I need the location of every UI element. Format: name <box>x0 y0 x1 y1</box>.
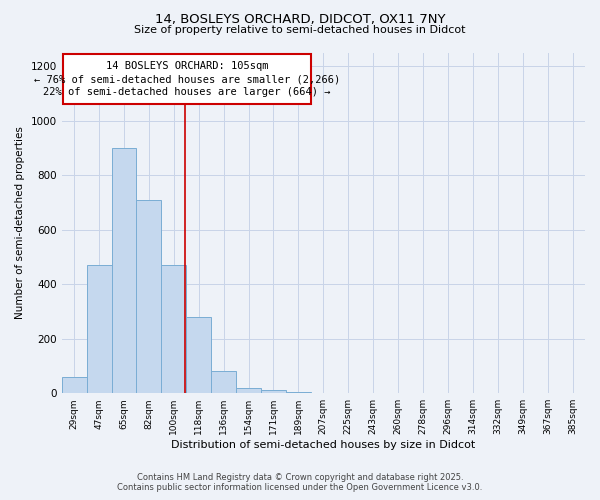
Text: 14 BOSLEYS ORCHARD: 105sqm: 14 BOSLEYS ORCHARD: 105sqm <box>106 62 268 72</box>
Bar <box>62 377 86 393</box>
Y-axis label: Number of semi-detached properties: Number of semi-detached properties <box>15 126 25 320</box>
Text: Size of property relative to semi-detached houses in Didcot: Size of property relative to semi-detach… <box>134 25 466 35</box>
Bar <box>136 200 161 393</box>
FancyBboxPatch shape <box>63 54 311 104</box>
Bar <box>112 148 136 393</box>
Bar <box>211 372 236 393</box>
Text: 22% of semi-detached houses are larger (664) →: 22% of semi-detached houses are larger (… <box>43 86 331 97</box>
Bar <box>161 265 186 393</box>
Bar <box>261 390 286 393</box>
Text: Contains HM Land Registry data © Crown copyright and database right 2025.
Contai: Contains HM Land Registry data © Crown c… <box>118 473 482 492</box>
X-axis label: Distribution of semi-detached houses by size in Didcot: Distribution of semi-detached houses by … <box>171 440 475 450</box>
Text: 14, BOSLEYS ORCHARD, DIDCOT, OX11 7NY: 14, BOSLEYS ORCHARD, DIDCOT, OX11 7NY <box>155 12 445 26</box>
Bar <box>236 388 261 393</box>
Text: ← 76% of semi-detached houses are smaller (2,266): ← 76% of semi-detached houses are smalle… <box>34 74 340 84</box>
Bar <box>286 392 311 393</box>
Bar <box>86 265 112 393</box>
Bar <box>186 317 211 393</box>
